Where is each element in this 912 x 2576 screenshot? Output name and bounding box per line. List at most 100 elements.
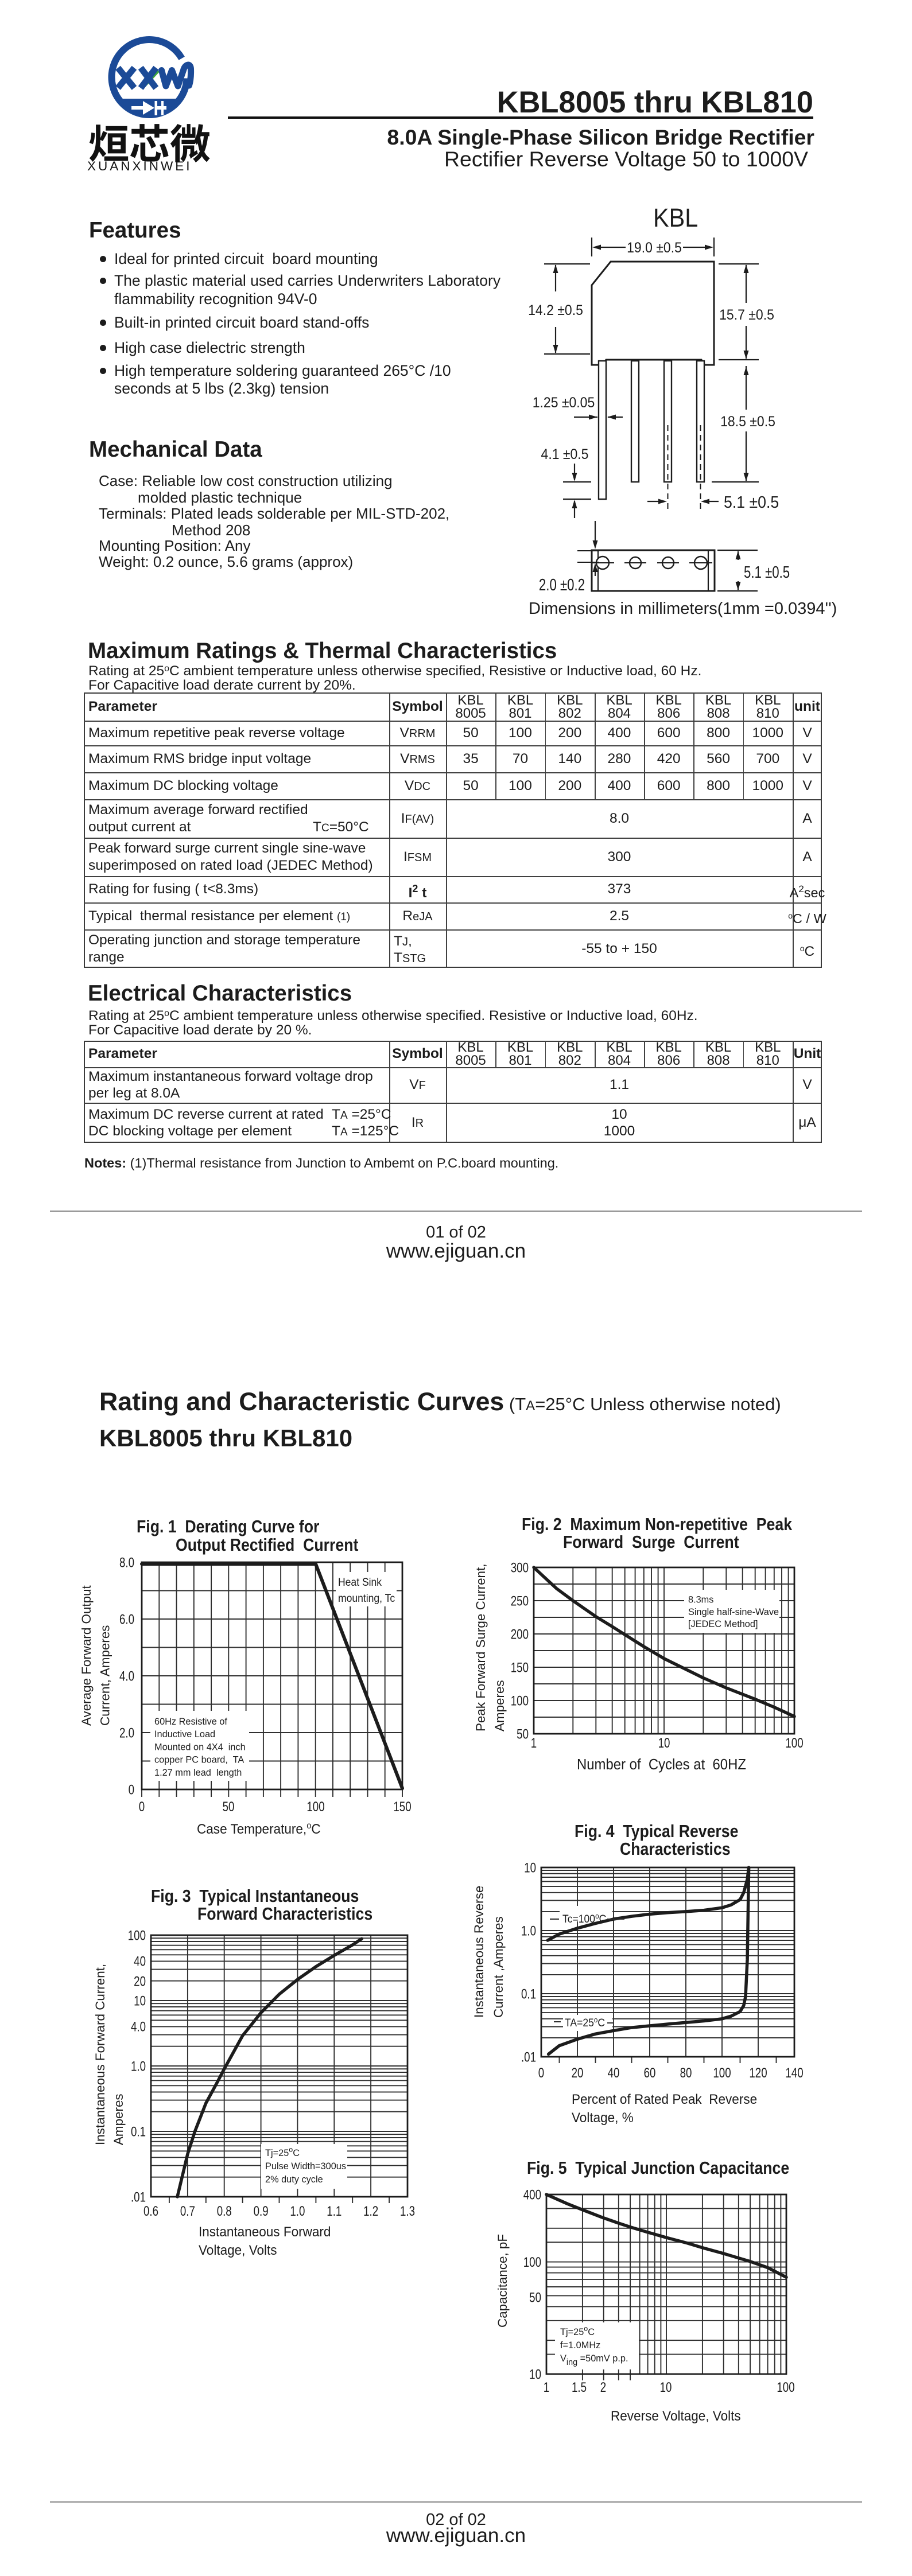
svg-text:150: 150 [393,1799,411,1815]
svg-text:Reverse Voltage, Volts: Reverse Voltage, Volts [611,2408,741,2423]
svg-text:19.0 ±0.5: 19.0 ±0.5 [627,240,682,256]
svg-text:5.1 ±0.5: 5.1 ±0.5 [744,563,790,581]
svg-text:120: 120 [749,2065,767,2081]
svg-text:8.0: 8.0 [119,1555,134,1570]
svg-text:10: 10 [134,1993,146,2009]
svg-text:1: 1 [544,2380,549,2395]
svg-text:1.1: 1.1 [327,2204,341,2219]
svg-text:15.7 ±0.5: 15.7 ±0.5 [719,307,774,323]
svg-text:Amperes: Amperes [492,1680,507,1731]
svg-text:1.0: 1.0 [521,1923,536,1939]
svg-text:50: 50 [529,2290,541,2305]
svg-text:0: 0 [538,2065,544,2081]
svg-text:2.0: 2.0 [119,1725,134,1741]
svg-text:140: 140 [785,2065,803,2081]
svg-text:10: 10 [658,1736,670,1751]
svg-text:Current ,Amperes: Current ,Amperes [491,1916,506,2018]
svg-text:1.2: 1.2 [363,2204,378,2219]
svg-text:Pulse Width=300us: Pulse Width=300us [265,2161,346,2172]
svg-text:8.3ms: 8.3ms [688,1594,713,1605]
svg-text:1.3: 1.3 [400,2204,415,2219]
svg-text:40: 40 [134,1954,146,1969]
svg-text:0: 0 [139,1799,145,1815]
svg-text:Heat Sink: Heat Sink [338,1575,382,1588]
svg-text:Instantaneous Reverse: Instantaneous Reverse [472,1886,486,2018]
svg-text:Fig. 5 Typical Junction Capac: Fig. 5 Typical Junction Capacitance [527,2158,789,2178]
svg-text:1.27 mm lead length: 1.27 mm lead length [154,1767,242,1778]
svg-text:Case Temperature,oC: Case Temperature,oC [197,1820,321,1836]
svg-text:100: 100 [511,1693,529,1709]
svg-text:100: 100 [777,2380,794,2395]
svg-text:Forward Characteristics: Forward Characteristics [197,1904,372,1924]
svg-text:2: 2 [600,2380,606,2395]
svg-text:Instantaneous Forward Current,: Instantaneous Forward Current, [93,1964,107,2145]
svg-text:6.0: 6.0 [119,1612,134,1627]
svg-text:20: 20 [134,1974,146,1989]
svg-text:Tj=25oC: Tj=25oC [560,2324,595,2337]
svg-text:10: 10 [660,2380,672,2395]
svg-text:5.1 ±0.5: 5.1 ±0.5 [724,493,779,511]
svg-text:Capacitance, pF: Capacitance, pF [495,2234,510,2328]
svg-text:0.6: 0.6 [143,2204,158,2219]
svg-text:0.7: 0.7 [180,2204,195,2219]
svg-text:50: 50 [517,1726,529,1742]
svg-text:Current, Amperes: Current, Amperes [98,1625,112,1726]
svg-text:1.25 ±0.05: 1.25 ±0.05 [533,395,595,411]
svg-text:Mounted on 4X4 inch: Mounted on 4X4 inch [154,1741,246,1752]
svg-text:10: 10 [524,1860,536,1875]
svg-text:40: 40 [608,2065,620,2081]
svg-text:1.0: 1.0 [290,2204,305,2219]
svg-text:Forward Surge Current: Forward Surge Current [563,1532,739,1552]
svg-text:4.0: 4.0 [131,2019,146,2034]
svg-text:4.0: 4.0 [119,1668,134,1684]
svg-text:Amperes: Amperes [111,2094,126,2145]
svg-text:2% duty cycle: 2% duty cycle [265,2174,323,2185]
svg-text:14.2 ±0.5: 14.2 ±0.5 [528,302,583,318]
svg-text:0.1: 0.1 [521,1986,536,2002]
svg-text:Fig. 2 Maximum Non-repetitive: Fig. 2 Maximum Non-repetitive Peak [522,1515,793,1534]
svg-text:Peak Forward Surge Current,: Peak Forward Surge Current, [474,1564,488,1731]
svg-text:2.0 ±0.2: 2.0 ±0.2 [539,576,585,594]
svg-text:.01: .01 [131,2189,146,2205]
svg-text:Characteristics: Characteristics [620,1839,731,1859]
svg-text:Percent of Rated Peak Reverse: Percent of Rated Peak Reverse [572,2091,757,2107]
svg-text:Instantaneous Forward: Instantaneous Forward [199,2224,331,2239]
svg-text:Fig. 3 Typical Instantaneous: Fig. 3 Typical Instantaneous [151,1886,359,1906]
svg-text:copper PC board, TA: copper PC board, TA [154,1754,245,1765]
svg-text:Tc=100oC: Tc=100oC [562,1912,606,1925]
svg-text:Average Forward Output: Average Forward Output [79,1585,94,1726]
svg-text:Single half-sine-Wave: Single half-sine-Wave [688,1606,779,1617]
svg-text:Fig. 1 Derating Curve for: Fig. 1 Derating Curve for [137,1517,319,1536]
svg-text:0.9: 0.9 [254,2204,269,2219]
svg-text:Voltage, %: Voltage, % [572,2110,634,2125]
svg-text:Number of Cycles at 60HZ: Number of Cycles at 60HZ [577,1756,746,1773]
svg-text:1.0: 1.0 [131,2059,146,2074]
svg-text:0.1: 0.1 [131,2124,146,2139]
svg-text:18.5 ±0.5: 18.5 ±0.5 [720,414,775,430]
svg-text:[JEDEC Method]: [JEDEC Method] [688,1618,758,1629]
svg-text:100: 100 [306,1799,324,1815]
svg-text:Output Rectified Current: Output Rectified Current [176,1535,359,1555]
svg-text:50: 50 [223,1799,235,1815]
svg-text:300: 300 [511,1560,529,1575]
svg-text:100: 100 [785,1736,803,1751]
svg-text:0.8: 0.8 [217,2204,232,2219]
svg-text:1.5: 1.5 [572,2380,587,2395]
svg-text:100: 100 [523,2255,541,2270]
svg-text:Voltage, Volts: Voltage, Volts [199,2242,277,2258]
svg-text:150: 150 [511,1660,529,1675]
svg-text:KBL: KBL [653,204,698,232]
svg-text:mounting, Tc: mounting, Tc [338,1591,395,1604]
svg-text:Inductive Load: Inductive Load [154,1729,215,1740]
svg-text:Fig. 4 Typical Reverse: Fig. 4 Typical Reverse [575,1822,738,1841]
svg-text:250: 250 [511,1593,529,1609]
svg-text:100: 100 [713,2065,731,2081]
svg-text:80: 80 [680,2065,692,2081]
svg-text:1: 1 [531,1736,537,1751]
svg-text:0: 0 [129,1782,134,1797]
svg-text:20: 20 [572,2065,584,2081]
svg-text:.01: .01 [521,2049,536,2065]
svg-text:10: 10 [529,2367,541,2382]
svg-text:60Hz Resistive of: 60Hz Resistive of [154,1715,227,1726]
svg-text:400: 400 [523,2187,541,2203]
